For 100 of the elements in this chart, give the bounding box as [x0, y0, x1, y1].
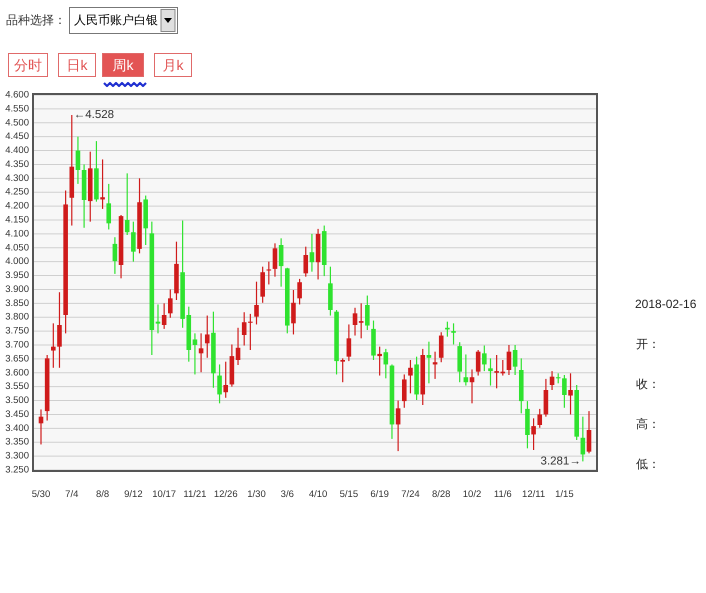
- y-tick-label: 3.700: [5, 340, 29, 350]
- candlestick: [408, 359, 413, 394]
- candlestick: [396, 400, 400, 452]
- y-tick-label: 4.250: [5, 186, 29, 198]
- text: 品种选择：: [6, 13, 66, 27]
- x-tick-label: 6/19: [370, 489, 389, 500]
- candlestick: [512, 344, 518, 376]
- candlestick: [51, 322, 56, 368]
- candlestick: [204, 314, 210, 358]
- y-tick-label: 4.350: [5, 158, 29, 170]
- y-tick-label: 3.550: [5, 381, 29, 392]
- text: 低：: [636, 457, 660, 471]
- text: 开：: [636, 337, 660, 351]
- text: 日k: [66, 57, 88, 73]
- candlestick: [291, 289, 296, 336]
- candlestick: [76, 136, 80, 184]
- candlestick: [451, 322, 456, 346]
- y-tick-label: 4.000: [5, 256, 29, 268]
- candlestick: [402, 374, 407, 408]
- x-tick-label: 12/11: [522, 489, 546, 500]
- candlestick: [131, 221, 136, 262]
- candlestick: [426, 341, 432, 384]
- candlestick: [488, 358, 493, 386]
- candlestick: [346, 324, 352, 362]
- x-tick-label: 11/6: [494, 489, 512, 500]
- text: 收：: [636, 377, 660, 391]
- annotation: ←4.528: [74, 109, 114, 121]
- candlestick: [438, 332, 444, 363]
- candlestick: [310, 233, 314, 272]
- annotation: 3.281→: [540, 455, 581, 468]
- candlestick: [217, 364, 222, 404]
- y-tick-label: 4.100: [5, 228, 29, 240]
- x-tick-label: 7/24: [401, 489, 420, 500]
- text: 人民币账户白银: [74, 13, 158, 27]
- candlestick: [254, 281, 259, 326]
- candlestick: [562, 374, 567, 408]
- y-tick-label: 3.900: [5, 284, 29, 295]
- y-tick-label: 3.650: [5, 353, 29, 364]
- text: 分时: [14, 57, 42, 73]
- y-tick-label: 3.400: [5, 422, 29, 434]
- y-tick-label: 3.500: [5, 395, 29, 406]
- candlestick: [432, 351, 438, 380]
- candlestick: [384, 348, 388, 379]
- candlestick: [506, 344, 512, 376]
- x-tick-label: 7/4: [65, 489, 78, 500]
- y-tick-label: 3.800: [5, 312, 29, 323]
- candlestick: [57, 292, 62, 368]
- y-tick-label: 4.050: [5, 242, 29, 254]
- y-tick-label: 4.200: [5, 200, 29, 212]
- y-tick-label: 4.550: [5, 103, 29, 114]
- x-tick-label: 3/6: [280, 489, 294, 500]
- y-tick-label: 4.150: [5, 214, 29, 226]
- candlestick: [365, 294, 370, 331]
- candlestick: [531, 418, 536, 451]
- x-tick-label: 8/8: [96, 489, 110, 500]
- candlestick: [580, 416, 586, 462]
- y-tick-label: 4.400: [5, 145, 29, 156]
- candlestick: [586, 410, 592, 454]
- candlestick: [297, 278, 302, 306]
- x-tick-label: 5/30: [32, 489, 50, 500]
- y-tick-label: 3.250: [5, 464, 29, 476]
- y-tick-label: 4.450: [5, 131, 29, 142]
- candlestick: [106, 183, 112, 230]
- candlestick: [198, 332, 204, 373]
- text: 月k: [162, 57, 184, 73]
- y-tick-label: 3.750: [5, 326, 29, 337]
- candlestick: [464, 354, 468, 386]
- y-tick-label: 3.600: [5, 367, 29, 378]
- x-tick-label: 8/28: [432, 489, 450, 500]
- candlestick: [556, 372, 561, 384]
- x-tick-label: 11/21: [183, 489, 206, 500]
- y-tick-label: 4.500: [5, 117, 29, 128]
- candlestick: [266, 261, 272, 286]
- candlestick: [223, 361, 228, 398]
- candlestick: [303, 246, 308, 278]
- y-tick-label: 3.450: [5, 408, 29, 420]
- x-tick-label: 1/15: [555, 489, 574, 500]
- text: 高：: [636, 417, 660, 431]
- candlestick: [476, 349, 480, 376]
- x-tick-label: 12/26: [214, 489, 238, 500]
- x-tick-label: 1/30: [247, 489, 266, 500]
- text: 周k: [112, 57, 134, 73]
- y-tick-label: 3.350: [5, 436, 29, 448]
- y-tick-label: 3.850: [5, 298, 29, 309]
- candlestick: [124, 172, 130, 236]
- x-tick-label: 9/12: [124, 489, 143, 500]
- y-tick-label: 4.300: [5, 172, 29, 184]
- x-tick-label: 10/2: [462, 489, 482, 500]
- candlestick: [470, 368, 474, 404]
- candlestick: [537, 408, 542, 428]
- candlestick: [278, 238, 284, 288]
- candlestick: [162, 302, 166, 330]
- y-tick-label: 3.950: [5, 270, 29, 282]
- y-tick-label: 3.300: [5, 450, 29, 462]
- candlestick: [100, 158, 105, 210]
- candlestick: [482, 344, 487, 372]
- x-tick-label: 10/17: [152, 489, 176, 500]
- y-tick-label: 4.600: [5, 90, 29, 100]
- text: 2018-02-16: [635, 297, 697, 311]
- candlestick: [112, 236, 118, 274]
